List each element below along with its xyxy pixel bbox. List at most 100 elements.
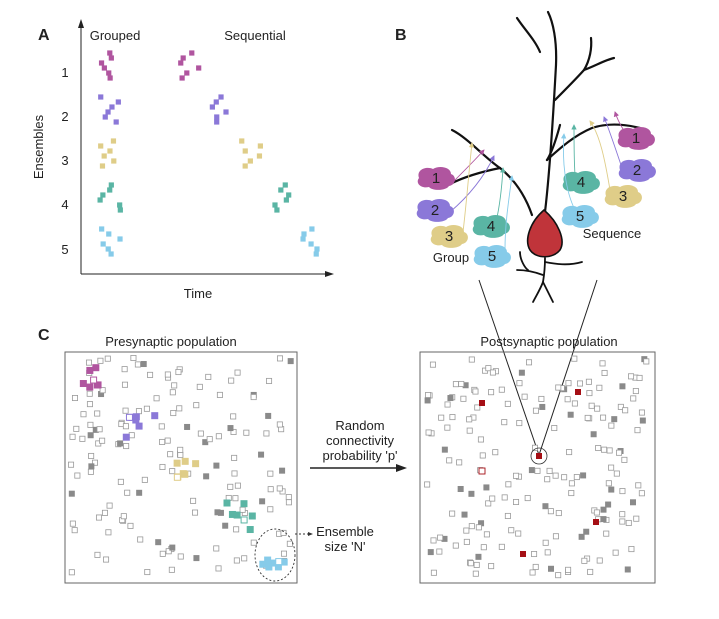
presynaptic-neuron	[97, 357, 104, 364]
raster-dot-sequential-2	[209, 104, 215, 110]
postsynaptic-neuron	[565, 566, 572, 573]
postsynaptic-neuron	[599, 360, 606, 367]
postsynaptic-neuron	[489, 369, 496, 376]
y-axis-label: Ensembles	[31, 114, 46, 179]
raster-dot-grouped-4	[117, 202, 123, 208]
raster-dot-grouped-4	[97, 197, 103, 203]
raster-dot-sequential-1	[178, 60, 184, 66]
postsynaptic-neuron	[532, 563, 539, 570]
presynaptic-neuron	[265, 412, 272, 419]
presynaptic-neuron	[259, 498, 266, 505]
raster-dot-grouped-2	[102, 114, 108, 120]
presynaptic-neuron	[169, 544, 176, 551]
raster-dot-sequential-4	[282, 182, 288, 188]
postsynaptic-neuron	[516, 380, 523, 387]
sequence-ensemble-3: 3	[604, 184, 642, 208]
presynaptic-neuron	[228, 377, 235, 384]
raster-dot-grouped-3	[107, 148, 113, 154]
presynaptic-neuron	[241, 555, 248, 562]
postsynaptic-neuron	[551, 425, 558, 432]
postsynaptic-neuron	[633, 515, 640, 522]
presynaptic-neuron	[285, 499, 292, 506]
presynaptic-neuron	[86, 401, 93, 408]
presynaptic-neuron	[175, 369, 182, 376]
grouped-title: Grouped	[90, 28, 141, 43]
presynaptic-neuron	[144, 569, 151, 576]
postsynaptic-neuron	[461, 511, 468, 518]
postsynaptic-neuron	[552, 533, 559, 540]
postsynaptic-neuron	[636, 374, 643, 381]
sequence-input-arrow-5	[560, 133, 576, 211]
presynaptic-neuron	[169, 389, 176, 396]
postsynaptic-neuron	[477, 436, 484, 443]
presynaptic-neuron	[103, 556, 110, 563]
postsynaptic-neuron	[504, 400, 511, 407]
presynaptic-neuron	[243, 429, 250, 436]
postsynaptic-neuron	[588, 402, 595, 409]
postsynaptic-neuron	[480, 544, 487, 551]
postsynaptic-neuron	[475, 524, 482, 531]
raster-dot-sequential-2	[223, 109, 229, 115]
raster-dot-grouped-1	[106, 70, 112, 76]
postsynaptic-neuron	[475, 553, 482, 560]
presynaptic-neuron	[167, 451, 174, 458]
postsynaptic-neuron	[452, 381, 459, 388]
raster-plot: Grouped Sequential Ensembles Time 1 2 3 …	[31, 19, 334, 301]
y-tick-3: 3	[61, 153, 68, 168]
postsynaptic-neuron	[571, 355, 578, 362]
postsynaptic-neuron	[605, 480, 612, 487]
presynaptic-neuron	[143, 405, 150, 412]
postsynaptic-neuron	[430, 537, 437, 544]
postsynaptic-neuron	[617, 403, 624, 410]
postsynaptic-neuron	[608, 422, 615, 429]
postsynaptic-neuron	[447, 395, 454, 402]
postsynaptic-target-neuron	[575, 389, 581, 395]
raster-dot-grouped-5	[100, 241, 106, 247]
postsynaptic-neuron	[580, 472, 587, 479]
raster-dot-sequential-4	[278, 187, 284, 193]
presynaptic-neuron	[276, 421, 283, 428]
raster-dot-grouped-2	[98, 94, 104, 100]
presynaptic-neuron	[99, 387, 106, 394]
postsynaptic-neuron	[603, 530, 610, 537]
sequence-ensemble-1: 1	[617, 126, 655, 150]
presynaptic-ensemble-1-neuron	[79, 380, 87, 388]
postsynaptic-neuron	[586, 390, 593, 397]
presynaptic-neuron	[134, 361, 141, 368]
postsynaptic-neuron	[639, 417, 646, 424]
presynaptic-ensemble-4-neuron	[228, 510, 236, 518]
presynaptic-box	[64, 351, 298, 584]
presynaptic-ensemble-1-neuron	[94, 381, 102, 389]
postsynaptic-neuron	[472, 570, 479, 577]
raster-dot-sequential-5	[308, 241, 314, 247]
postsynaptic-neuron	[449, 510, 456, 517]
postsynaptic-neuron	[542, 539, 549, 546]
presynaptic-neuron	[177, 452, 184, 459]
raster-dot-sequential-1	[196, 65, 202, 71]
postsynaptic-neuron	[492, 449, 499, 456]
postsynaptic-neuron	[624, 566, 631, 573]
postsynaptic-neuron	[561, 474, 568, 481]
postsynaptic-neuron	[504, 512, 511, 519]
raster-dot-grouped-1	[107, 75, 113, 81]
postsynaptic-neuron	[601, 446, 608, 453]
presynaptic-neuron	[197, 430, 204, 437]
postsynaptic-neuron	[544, 549, 551, 556]
postsynaptic-neuron	[567, 411, 574, 418]
presynaptic-ensemble-5-neuron	[265, 563, 273, 571]
postsynaptic-neuron	[634, 427, 641, 434]
raster-dot-sequential-3	[242, 163, 248, 169]
presynaptic-neuron	[266, 377, 273, 384]
postsynaptic-neuron	[585, 378, 592, 385]
postsynaptic-neuron	[600, 414, 607, 421]
postsynaptic-neuron	[518, 369, 525, 376]
presynaptic-neuron	[258, 451, 265, 458]
raster-dot-sequential-4	[272, 202, 278, 208]
postsynaptic-target-neuron	[593, 519, 599, 525]
postsynaptic-neuron	[621, 456, 628, 463]
raster-dot-grouped-4	[100, 192, 106, 198]
sequence-input-arrow-4	[571, 124, 577, 176]
postsynaptic-neuron	[483, 531, 490, 538]
group-input-arrow-4	[495, 167, 506, 223]
group-label: Group	[433, 250, 469, 265]
